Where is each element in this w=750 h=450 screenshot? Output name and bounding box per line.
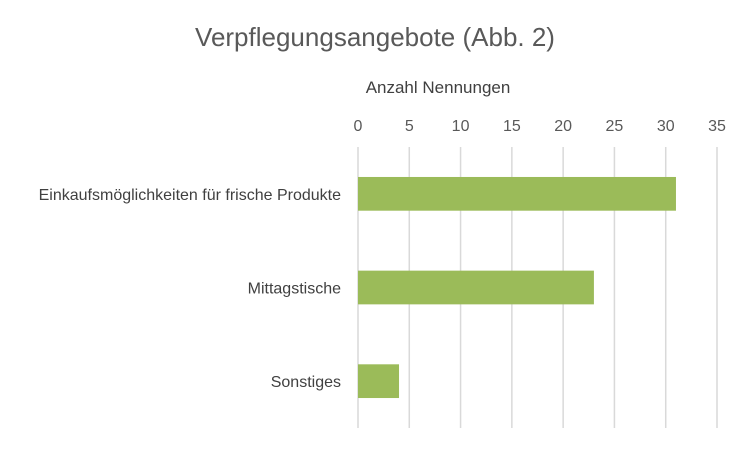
x-tick-label: 20 (554, 118, 572, 135)
bar (358, 176, 676, 211)
category-labels: Einkaufsmöglichkeiten für frische Produk… (39, 187, 341, 391)
category-label: Sonstiges (271, 374, 341, 391)
x-tick-label: 15 (503, 118, 521, 135)
bar (358, 270, 594, 305)
x-tick-label: 25 (606, 118, 624, 135)
x-tick-label: 35 (708, 118, 726, 135)
category-label: Einkaufsmöglichkeiten für frische Produk… (39, 187, 341, 204)
x-tick-label: 30 (657, 118, 675, 135)
x-axis-label: Anzahl Nennungen (366, 78, 511, 97)
x-axis-ticks: 0 5 10 15 20 25 30 35 (354, 118, 726, 135)
bar (358, 364, 400, 399)
chart-title: Verpflegungsangebote (Abb. 2) (195, 22, 555, 52)
category-label: Mittagstische (248, 281, 341, 298)
x-tick-label: 10 (452, 118, 470, 135)
x-tick-label: 5 (405, 118, 414, 135)
bars (358, 176, 676, 399)
x-tick-label: 0 (354, 118, 363, 135)
